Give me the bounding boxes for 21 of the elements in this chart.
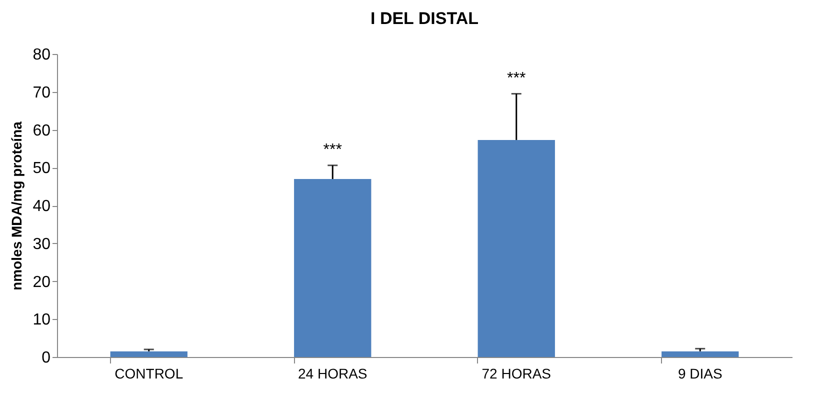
annotation: *** xyxy=(323,141,342,158)
x-tick-label: 72 HORAS xyxy=(482,366,551,382)
y-tick-label: 60 xyxy=(32,122,51,140)
x-tick-label: 24 HORAS xyxy=(298,366,368,382)
y-axis-title: nmoles MDA/mg proteína xyxy=(8,121,25,290)
bar xyxy=(110,351,188,357)
x-tick-label: 9 DIAS xyxy=(678,366,722,382)
y-tick-label: 10 xyxy=(32,312,51,329)
bar xyxy=(662,351,739,357)
y-tick-label: 40 xyxy=(32,198,51,215)
y-tick-label: 20 xyxy=(32,274,51,291)
y-tick-label: 70 xyxy=(32,84,51,102)
y-tick-label: 80 xyxy=(32,46,51,64)
annotation: *** xyxy=(507,70,526,87)
x-tick-label: CONTROL xyxy=(114,366,184,382)
y-tick-label: 50 xyxy=(32,160,51,178)
bar xyxy=(294,178,372,357)
y-tick-label: 30 xyxy=(32,236,51,253)
y-tick-label: 0 xyxy=(42,350,51,366)
chart-title: I DEL DISTAL xyxy=(370,9,478,28)
bar xyxy=(478,140,555,357)
